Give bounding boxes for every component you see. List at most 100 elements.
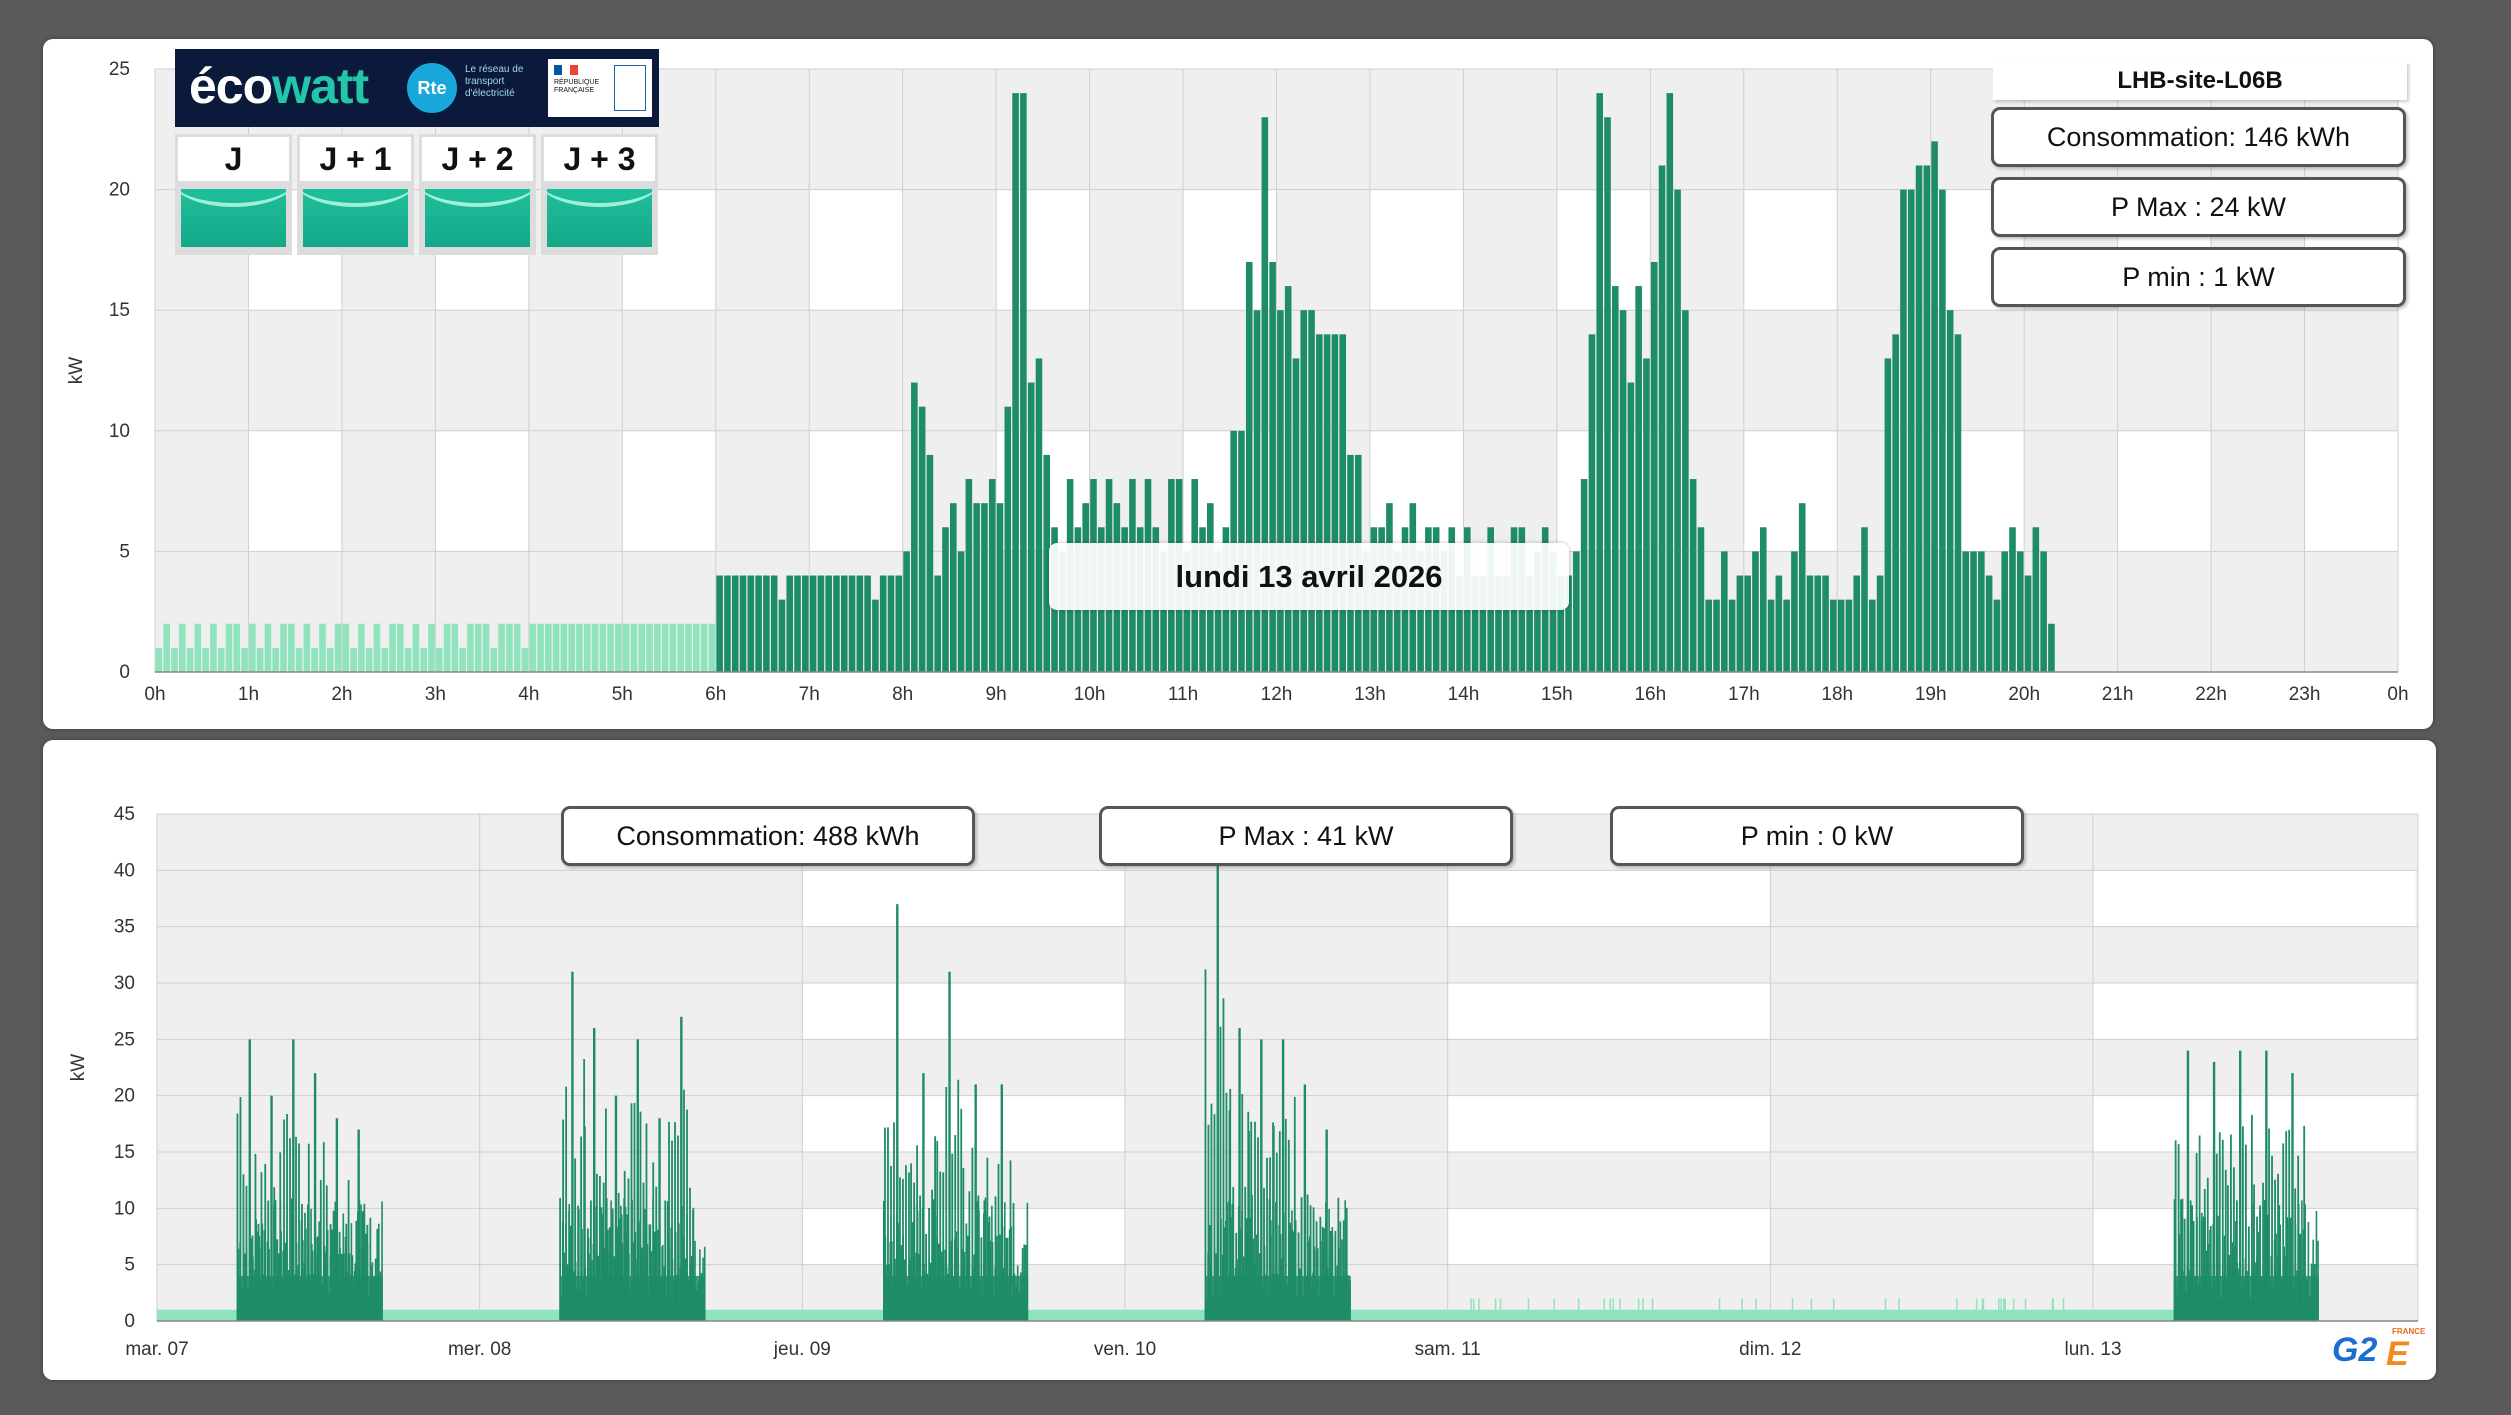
data-bar: [1018, 1292, 1021, 1321]
y-tick-label: 5: [119, 541, 130, 562]
data-bar: [361, 1211, 364, 1321]
data-bar: [2000, 1298, 2002, 1321]
data-bar: [1303, 1084, 1307, 1321]
data-bar: [1892, 334, 1899, 672]
data-bar: [644, 1208, 646, 1321]
data-bar: [1993, 599, 2001, 672]
data-bar: [2283, 1246, 2285, 1321]
data-bar: [568, 1211, 571, 1321]
data-bar: [570, 1225, 572, 1321]
data-bar: [332, 1210, 335, 1321]
data-bar: [319, 623, 326, 672]
data-bar: [287, 1269, 290, 1321]
data-bar: [435, 647, 443, 672]
chart-band-cell: [1183, 430, 1277, 552]
data-bar: [686, 1109, 688, 1321]
data-bar: [2195, 1153, 2198, 1321]
data-bar: [404, 647, 412, 672]
data-bar: [301, 1240, 304, 1321]
data-bar: [354, 1263, 357, 1321]
ecowatt-widget: écowatt Rte Le réseau de transport d'éle…: [175, 49, 659, 255]
data-bar: [1323, 334, 1331, 672]
data-bar: [915, 1252, 917, 1321]
data-bar: [942, 527, 949, 672]
data-bar: [894, 1258, 896, 1321]
x-tick-label: dim. 12: [1739, 1339, 1801, 1360]
data-bar: [2052, 1298, 2054, 1321]
data-bar: [996, 503, 1004, 672]
data-bar: [298, 1143, 300, 1321]
data-bar: [1329, 1230, 1332, 1321]
data-bar: [703, 1246, 706, 1321]
x-tick-label: 12h: [1261, 684, 1293, 705]
data-bar: [997, 1163, 1000, 1321]
ecowatt-day-j1: J + 1: [297, 134, 414, 255]
data-bar: [2245, 1144, 2247, 1321]
data-bar: [2236, 1200, 2238, 1321]
data-bar: [2032, 527, 2040, 672]
data-bar: [1337, 1197, 1340, 1321]
daily-pmin-box: P min : 1 kW: [1991, 247, 2406, 307]
data-bar: [664, 1200, 667, 1321]
data-bar: [1470, 1298, 1472, 1321]
data-bar: [2256, 1216, 2258, 1321]
data-bar: [647, 1293, 650, 1321]
ecowatt-signal: [425, 189, 530, 247]
data-bar: [217, 647, 225, 672]
data-bar: [2310, 1263, 2313, 1321]
data-bar: [689, 1187, 691, 1321]
data-bar: [1577, 1298, 1580, 1321]
data-bar: [627, 1178, 630, 1321]
data-bar: [322, 1142, 325, 1321]
data-bar: [1015, 1286, 1017, 1321]
data-bar: [1642, 1298, 1644, 1321]
data-bar: [1231, 1204, 1234, 1321]
data-bar: [360, 1247, 363, 1321]
data-bar: [1810, 1298, 1813, 1321]
data-bar: [899, 1177, 901, 1321]
data-bar: [482, 623, 490, 672]
data-bar: [1713, 599, 1720, 672]
data-bar: [669, 623, 677, 672]
data-bar: [638, 623, 646, 672]
data-bar: [1275, 1152, 1278, 1321]
data-bar: [616, 1227, 619, 1321]
data-bar: [794, 575, 801, 672]
data-bar: [1898, 1298, 1900, 1321]
data-bar: [925, 1234, 928, 1321]
data-bar: [1861, 527, 1868, 672]
data-bar: [926, 454, 934, 672]
data-bar: [1325, 1129, 1328, 1321]
data-bar: [321, 1284, 324, 1321]
data-bar: [597, 1255, 600, 1321]
data-bar: [328, 1293, 330, 1321]
data-bar: [1005, 1238, 1008, 1321]
data-bar: [883, 1200, 885, 1321]
data-bar: [2198, 1135, 2201, 1321]
data-bar: [2307, 1221, 2310, 1321]
y-tick-label: 25: [114, 1029, 135, 1050]
data-bar: [2282, 1143, 2285, 1321]
data-bar: [778, 599, 786, 672]
data-bar: [1736, 575, 1744, 672]
data-bar: [2289, 1217, 2292, 1321]
data-bar: [1494, 1298, 1497, 1321]
data-bar: [1603, 1298, 1605, 1321]
data-bar: [1300, 1197, 1303, 1321]
data-bar: [513, 623, 521, 672]
data-bar: [357, 1129, 360, 1321]
data-bar: [186, 647, 194, 672]
data-bar: [1635, 286, 1642, 672]
ecowatt-day-j2: J + 2: [419, 134, 536, 255]
data-bar: [1249, 1217, 1251, 1321]
data-bar: [949, 503, 957, 672]
data-bar: [1814, 575, 1822, 672]
data-bar: [1292, 1232, 1295, 1321]
chart-band-cell: [802, 983, 1125, 1040]
data-bar: [368, 1296, 370, 1321]
chart-band-cell: [2093, 870, 2416, 927]
x-tick-label: 9h: [986, 684, 1007, 705]
data-bar: [1316, 1253, 1319, 1321]
data-bar: [692, 623, 700, 672]
g2-logo-country: FRANCE: [2392, 1327, 2426, 1336]
